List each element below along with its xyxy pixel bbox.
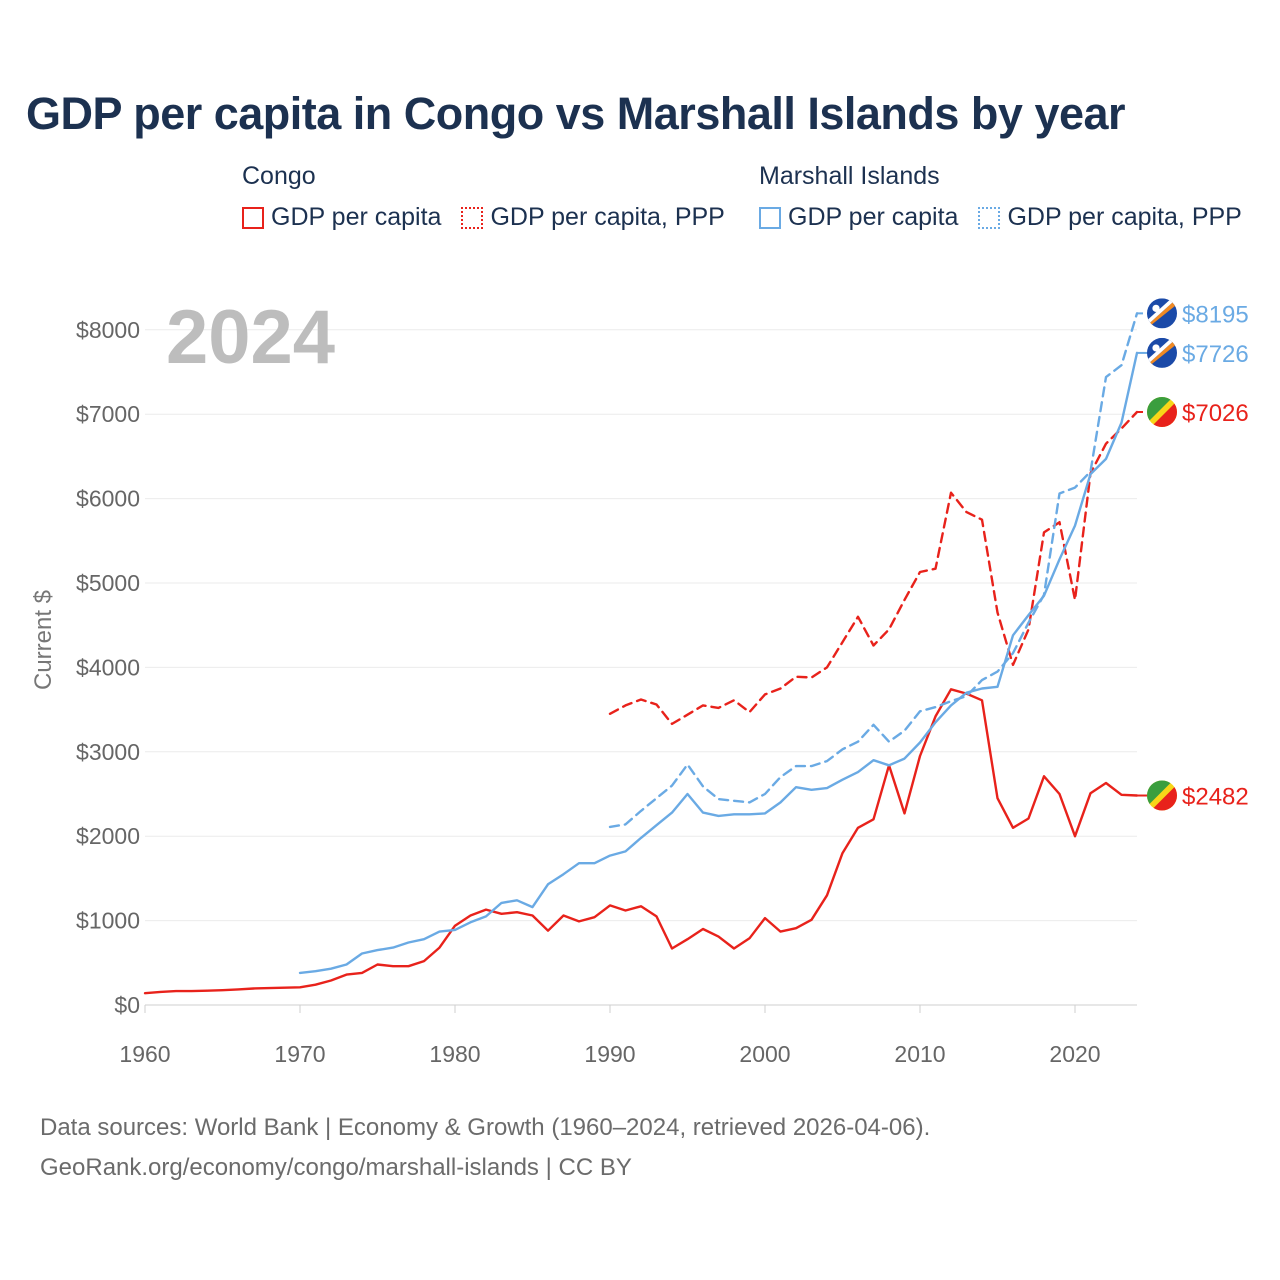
y-tick-label: $3000 — [76, 739, 140, 765]
legend-swatch-congo-gdp — [242, 206, 264, 229]
legend-group-title-congo: Congo — [242, 162, 316, 190]
legend-congo-gdp-ppp[interactable]: GDP per capita, PPP — [461, 203, 725, 232]
series-line-0 — [143, 688, 1139, 995]
legend-congo-gdp[interactable]: GDP per capita — [242, 203, 441, 232]
x-tick-label: 1990 — [584, 1041, 635, 1067]
series-line-3 — [608, 312, 1139, 829]
y-axis: $0 $1000 $2000 $3000 $4000 $5000 $6000 $7000 $80… — [76, 317, 140, 1018]
legend-marshall-gdp-ppp[interactable]: GDP per capita, PPP — [978, 203, 1242, 232]
y-axis-label: Current $ — [30, 590, 57, 690]
series-lines — [143, 312, 1139, 995]
x-tick-label: 1970 — [274, 1041, 325, 1067]
end-value-label-2: $7726 — [1182, 341, 1249, 368]
legend-marshall-gdp[interactable]: GDP per capita — [759, 203, 958, 232]
footer-link[interactable]: GeoRank.org/economy/congo/marshall-islan… — [40, 1154, 632, 1181]
x-tick-label: 1980 — [429, 1041, 480, 1067]
x-tick-label: 1960 — [119, 1041, 170, 1067]
y-tick-label: $8000 — [76, 317, 140, 343]
x-tick-label: 2020 — [1049, 1041, 1100, 1067]
y-tick-label: $2000 — [76, 823, 140, 849]
y-tick-label: $4000 — [76, 654, 140, 680]
series-line-2 — [298, 351, 1139, 975]
y-tick-label: $5000 — [76, 570, 140, 596]
legend-group-title-marshall-islands: Marshall Islands — [759, 162, 940, 190]
chart-title: GDP per capita in Congo vs Marshall Isla… — [26, 88, 1126, 139]
congo-flag-icon — [1147, 397, 1177, 428]
footer: Data sources: World Bank | Economy & Gro… — [40, 1108, 930, 1188]
legend-group-marshall-islands: Marshall Islands GDP per capita GDP per … — [759, 162, 1242, 232]
footer-sources: Data sources: World Bank | Economy & Gro… — [40, 1114, 931, 1141]
y-tick-label: $7000 — [76, 401, 140, 427]
legend-label-congo-gdp: GDP per capita — [271, 203, 442, 231]
gridlines — [145, 329, 1137, 1006]
year-label: 2024 — [166, 295, 335, 380]
legend-swatch-marshall-gdp-ppp — [978, 206, 1001, 229]
end-value-label-3: $8195 — [1182, 301, 1249, 328]
series-line-1 — [608, 410, 1139, 726]
legend-label-marshall-gdp: GDP per capita — [788, 203, 959, 231]
legend-swatch-marshall-gdp — [759, 206, 781, 229]
y-tick-label: $0 — [114, 992, 140, 1018]
x-tick-label: 2000 — [739, 1041, 790, 1067]
legend-label-marshall-gdp-ppp: GDP per capita, PPP — [1007, 203, 1242, 231]
legend-label-congo-gdp-ppp: GDP per capita, PPP — [490, 203, 725, 231]
end-value-label-1: $7026 — [1182, 400, 1249, 427]
congo-flag-icon — [1147, 780, 1177, 811]
y-tick-label: $6000 — [76, 486, 140, 512]
end-markers: $2482 $7026 $7726 $8195 — [1137, 298, 1249, 811]
marshall-islands-flag-icon — [1147, 337, 1177, 368]
end-value-label-0: $2482 — [1182, 784, 1249, 811]
legend-swatch-congo-gdp-ppp — [461, 206, 484, 229]
x-axis: 1960 1970 1980 1990 2000 2010 2020 — [119, 1005, 1101, 1067]
x-tick-label: 2010 — [894, 1041, 945, 1067]
y-tick-label: $1000 — [76, 908, 140, 934]
legend-group-congo: Congo GDP per capita GDP per capita, PPP — [242, 162, 725, 232]
marshall-islands-flag-icon — [1147, 298, 1177, 329]
